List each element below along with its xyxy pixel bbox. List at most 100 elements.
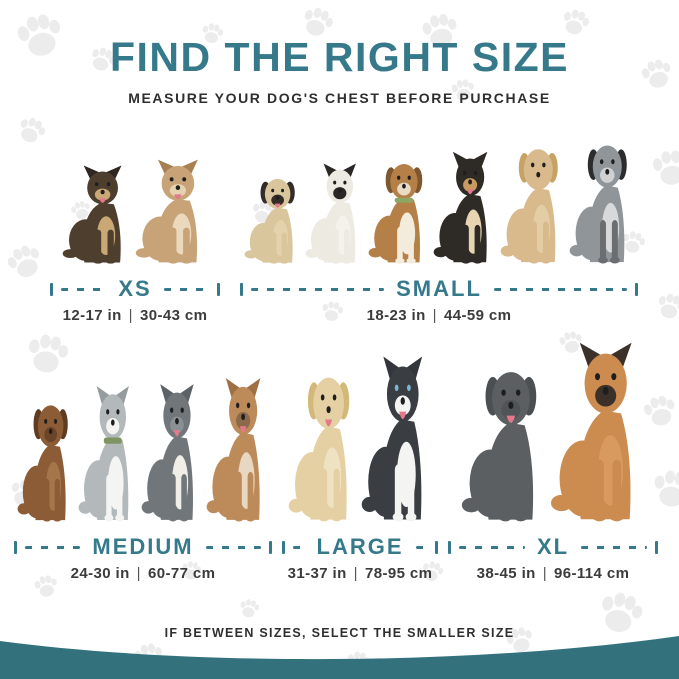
paw-print-icon [506, 627, 532, 653]
paw-print-icon [559, 331, 582, 353]
bracket-tick-left [282, 540, 285, 554]
size-bracket: SMALL [240, 276, 639, 301]
bracket-dashes-right [415, 545, 427, 549]
range-inches: 24-30 in [70, 565, 130, 582]
range-centimeters: 30-43 cm [139, 307, 208, 324]
range-divider: | [432, 307, 437, 324]
bracket-dashes-left [61, 287, 107, 291]
paw-print-icon [654, 470, 679, 507]
paw-print-icon [20, 117, 46, 143]
size-group-large: LARGE 31-37 in | 78-95 cm [282, 336, 438, 582]
paw-print-icon [182, 561, 202, 580]
bracket-tick-left [240, 282, 243, 296]
size-group-xl: XL 38-45 in | 96-114 cm [448, 336, 658, 582]
size-measurement: 24-30 in | 60-77 cm [14, 565, 272, 582]
paw-print-icon [641, 59, 671, 88]
size-group-medium: MEDIUM 24-30 in | 60-77 cm [14, 336, 272, 582]
size-label: LARGE [316, 534, 404, 559]
range-inches: 31-37 in [287, 565, 347, 582]
paw-print-icon [658, 293, 679, 319]
size-label: MEDIUM [92, 534, 194, 559]
bracket-dashes-left [459, 545, 525, 549]
size-measurement: 31-37 in | 78-95 cm [282, 565, 438, 582]
range-inches: 38-45 in [476, 565, 536, 582]
bracket-tick-right [217, 282, 221, 296]
paw-print-icon [29, 334, 69, 373]
bracket-tick-right [635, 282, 639, 296]
range-centimeters: 96-114 cm [554, 565, 630, 582]
paw-print-icon [7, 245, 39, 278]
paw-print-icon [34, 575, 57, 597]
dog-lineup [50, 114, 220, 264]
bracket-tick-right [435, 540, 438, 554]
bracket-dashes-right [493, 287, 628, 291]
dog-pug-image [244, 178, 295, 264]
size-label: XS [118, 276, 152, 301]
dog-cane-corso-image [461, 372, 536, 522]
size-measurement: 12-17 in | 30-43 cm [50, 307, 220, 324]
bracket-dashes-right [163, 287, 210, 291]
dog-chihuahua-image [135, 159, 198, 264]
dog-beagle-image [368, 164, 422, 264]
size-group-xs: XS 12-17 in | 30-43 cm [50, 114, 221, 324]
dog-lineup [14, 336, 272, 522]
size-label: XL [536, 534, 570, 559]
bracket-tick-right [269, 540, 272, 554]
paw-print-icon [240, 599, 260, 618]
paw-print-icon [304, 7, 333, 36]
dog-great-dane-image [550, 342, 632, 522]
size-bracket: LARGE [282, 534, 438, 559]
paw-print-icon [623, 231, 646, 253]
size-bracket: MEDIUM [14, 534, 272, 559]
dog-blue-roan-spaniel-image [569, 145, 627, 264]
paw-print-icon [92, 47, 116, 71]
dog-lineup [448, 336, 658, 522]
paw-print-icon [422, 14, 457, 47]
dog-siberian-husky-image [361, 356, 422, 522]
size-group-small: SMALL 18-23 in | 44-59 cm [240, 114, 639, 324]
bracket-dashes-left [293, 545, 305, 549]
paw-print-icon [17, 14, 61, 56]
paw-print-icon [423, 561, 444, 581]
paw-print-icon [322, 301, 343, 321]
size-measurement: 38-45 in | 96-114 cm [448, 565, 658, 582]
bottom-wave-decoration [0, 636, 679, 679]
size-bracket: XS [50, 276, 221, 301]
size-measurement: 18-23 in | 44-59 cm [240, 307, 638, 324]
dog-lineup [240, 114, 638, 264]
dog-husky-puppy-image [78, 386, 129, 522]
dog-french-bulldog-image [305, 163, 356, 264]
page-subtitle: MEASURE YOUR DOG'S CHEST BEFORE PURCHASE [128, 90, 551, 106]
paw-print-icon [643, 395, 675, 426]
paw-print-icon [202, 23, 224, 43]
dog-amstaff-image [206, 378, 260, 522]
bracket-dashes-left [25, 545, 81, 549]
dog-shiba-inu-image [433, 151, 487, 264]
dog-longhair-chihuahua-image [62, 165, 121, 264]
bracket-tick-left [50, 282, 53, 296]
range-divider: | [128, 307, 133, 324]
range-centimeters: 78-95 cm [364, 565, 433, 582]
range-divider: | [136, 565, 141, 582]
bracket-dashes-left [251, 287, 385, 291]
dog-cocker-spaniel-image [500, 149, 558, 264]
size-label: SMALL [396, 276, 482, 301]
footer-note: IF BETWEEN SIZES, SELECT THE SMALLER SIZ… [164, 626, 515, 640]
bracket-tick-right [655, 540, 658, 554]
dog-lineup [282, 336, 438, 522]
range-inches: 18-23 in [366, 307, 426, 324]
range-divider: | [542, 565, 548, 582]
paw-print-icon [602, 592, 643, 632]
bracket-tick-left [448, 540, 451, 554]
dog-brown-puppy-image [17, 405, 68, 522]
page-title: FIND THE RIGHT SIZE [110, 34, 569, 80]
range-centimeters: 60-77 cm [147, 565, 216, 582]
paw-print-icon [564, 9, 589, 35]
range-divider: | [353, 565, 358, 582]
dog-golden-retriever-image [288, 377, 349, 522]
bracket-tick-left [14, 540, 17, 554]
paw-print-icon [71, 200, 90, 220]
range-centimeters: 44-59 cm [443, 307, 512, 324]
